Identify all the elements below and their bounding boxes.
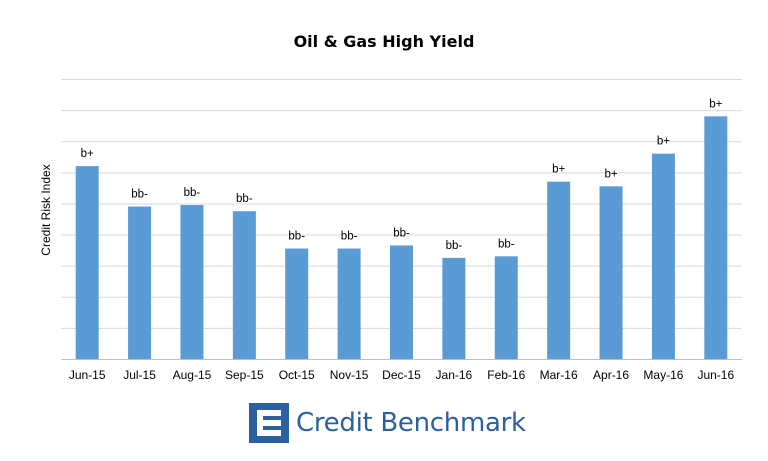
bar-may-16	[651, 153, 675, 359]
brand-name: Credit Benchmark	[296, 408, 526, 438]
x-tick-label: Feb-16	[487, 368, 525, 382]
data-label: bb-	[341, 231, 358, 243]
data-label: bb-	[236, 193, 253, 205]
data-label: b+	[552, 164, 565, 176]
x-tick-label: Mar-16	[540, 368, 578, 382]
bar-oct-15	[285, 248, 309, 359]
data-label: b+	[81, 148, 94, 160]
data-label: bb-	[131, 189, 148, 201]
x-tick-label: Oct-15	[279, 368, 315, 382]
data-label: b+	[604, 168, 617, 180]
bars	[75, 116, 728, 359]
bar-feb-16	[494, 256, 518, 359]
data-labels: b+ bb-bb-bb-bb-bb-bb-bb-bb-b+ b+ b+ b+	[81, 98, 723, 252]
x-tick-label: Aug-15	[173, 368, 212, 382]
x-tick-label: Apr-16	[593, 368, 629, 382]
bar-apr-16	[599, 186, 623, 359]
bar-chart: b+ bb-bb-bb-bb-bb-bb-bb-bb-b+ b+ b+ b+ Jun-1…	[39, 79, 742, 382]
data-label: bb-	[498, 238, 515, 250]
x-tick-label: Jun-15	[69, 368, 106, 382]
credit-benchmark-logo-icon	[249, 403, 289, 443]
data-label: bb-	[393, 227, 410, 239]
bar-jan-16	[442, 257, 466, 359]
bar-nov-15	[337, 248, 361, 359]
y-axis-title: Credit Risk Index	[39, 164, 53, 255]
x-tick-label: Jun-16	[697, 368, 734, 382]
bar-aug-15	[180, 205, 204, 359]
data-label: bb-	[184, 187, 201, 199]
x-tick-labels: Jun-15 Jul-15 Aug-15 Sep-15 Oct-15 Nov-15 Dec-…	[69, 368, 735, 382]
x-tick-label: Nov-15	[330, 368, 369, 382]
credit-benchmark-logo: Credit Benchmark	[249, 402, 526, 444]
data-label: b+	[709, 98, 722, 110]
x-tick-label: Sep-15	[225, 368, 264, 382]
bar-dec-15	[390, 245, 413, 359]
bar-mar-16	[547, 181, 571, 359]
data-label: bb-	[288, 231, 305, 243]
bar-sep-15	[232, 211, 256, 359]
bar-jul-15	[128, 206, 152, 359]
bar-jun-15	[75, 166, 99, 359]
chart-title: Oil & Gas High Yield	[293, 32, 475, 51]
x-tick-label: Dec-15	[382, 368, 421, 382]
x-tick-label: Jan-16	[436, 368, 473, 382]
data-label: bb-	[446, 240, 463, 252]
x-tick-label: Jul-15	[123, 368, 156, 382]
data-label: b+	[657, 136, 670, 148]
bar-jun-16	[704, 116, 728, 359]
x-tick-label: May-16	[643, 368, 683, 382]
